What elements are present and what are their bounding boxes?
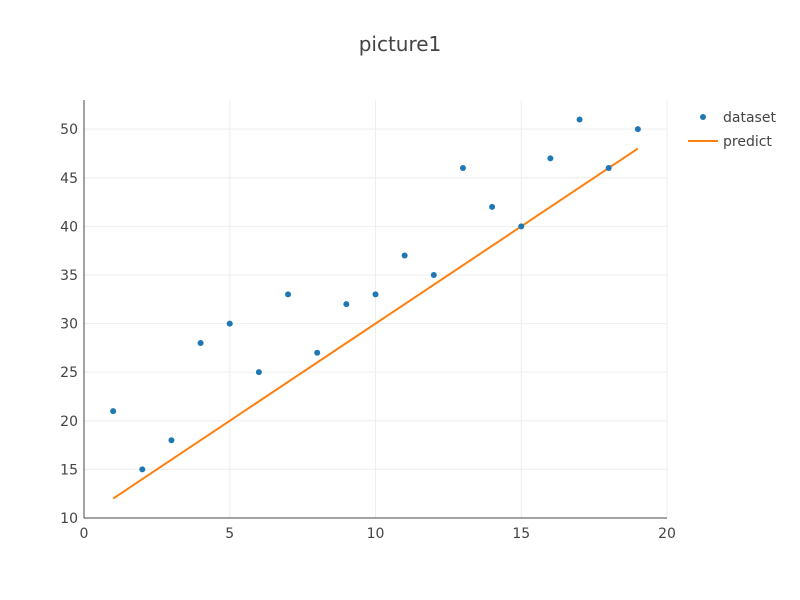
- legend-label-dataset: dataset: [723, 110, 776, 126]
- plot-area: [110, 116, 641, 500]
- dataset-point: [634, 126, 641, 133]
- dataset-point: [401, 252, 408, 259]
- x-tick-label: 15: [512, 526, 530, 542]
- dataset-point: [459, 165, 466, 172]
- y-tick-label: 40: [60, 219, 78, 235]
- dataset-point: [197, 340, 204, 347]
- x-tick-labels: 0 5 10 15 20: [80, 526, 676, 542]
- dataset-point: [605, 165, 612, 172]
- y-tick-label: 50: [60, 122, 78, 138]
- legend: dataset predict: [688, 110, 776, 150]
- dataset-point: [314, 349, 321, 356]
- y-tick-label: 10: [60, 511, 78, 527]
- dataset-point: [255, 369, 262, 376]
- dataset-point: [139, 466, 146, 473]
- legend-label-predict: predict: [723, 134, 772, 150]
- x-tick-label: 20: [658, 526, 676, 542]
- dataset-point: [372, 291, 379, 298]
- dataset-point: [168, 437, 175, 444]
- y-tick-label: 35: [60, 268, 78, 284]
- y-tick-label: 45: [60, 171, 78, 187]
- chart-title: picture1: [359, 32, 442, 56]
- y-tick-label: 30: [60, 317, 78, 333]
- dataset-point: [489, 203, 496, 210]
- x-tick-label: 10: [367, 526, 385, 542]
- x-tick-label: 0: [80, 526, 89, 542]
- y-tick-label: 15: [60, 462, 78, 478]
- axes: [83, 100, 667, 519]
- dataset-point: [518, 223, 525, 230]
- x-tick-label: 5: [225, 526, 234, 542]
- predict-line: [112, 147, 639, 500]
- dataset-point: [110, 408, 117, 415]
- y-tick-label: 25: [60, 365, 78, 381]
- grid-lines: [84, 100, 668, 518]
- dataset-point: [343, 301, 350, 308]
- dataset-point: [430, 271, 437, 278]
- y-tick-labels: 10 15 20 25 30 35 40 45 50: [60, 122, 78, 527]
- dataset-point: [576, 116, 583, 123]
- legend-marker-dataset: [700, 114, 706, 120]
- dataset-point: [547, 155, 554, 162]
- dataset-point: [285, 291, 292, 298]
- y-tick-label: 20: [60, 414, 78, 430]
- dataset-point: [226, 320, 233, 327]
